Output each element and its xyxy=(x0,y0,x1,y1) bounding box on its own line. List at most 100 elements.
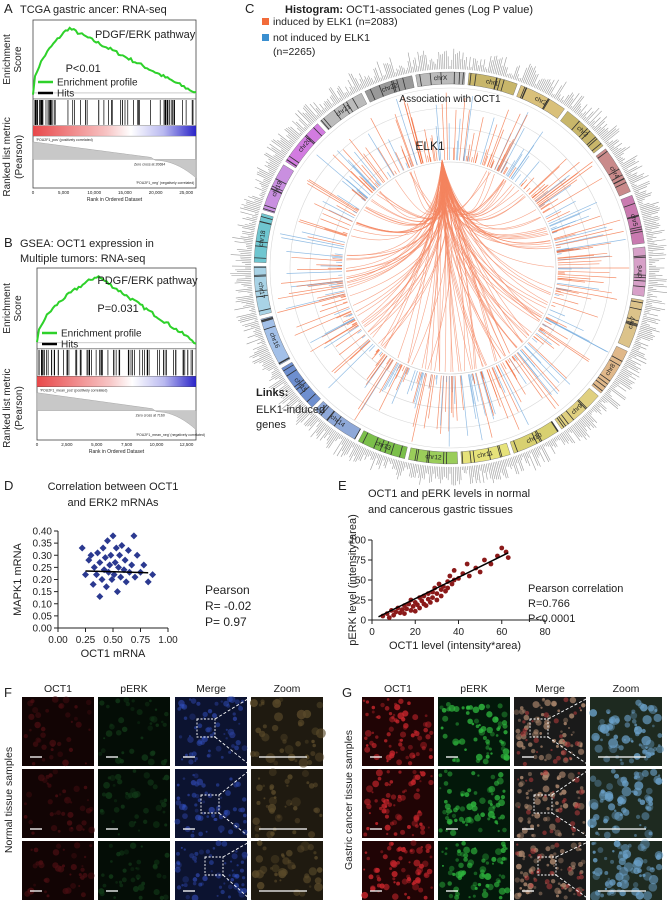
micrograph-texture xyxy=(271,724,279,732)
chromosome-stripe xyxy=(469,450,472,463)
chromosome-band xyxy=(415,71,466,88)
histogram-spike xyxy=(479,371,495,420)
micrograph-texture xyxy=(132,769,137,773)
micrograph-texture xyxy=(458,862,464,869)
micrograph-texture xyxy=(234,699,240,705)
micrograph-texture xyxy=(207,753,212,758)
micrograph-texture xyxy=(399,731,407,738)
micrograph-texture xyxy=(461,841,466,846)
chromosome-label: chr7 xyxy=(627,315,637,329)
micrograph-texture xyxy=(398,742,403,747)
gene-label-texture xyxy=(366,77,371,86)
gene-label-texture xyxy=(572,96,585,112)
gene-label-texture xyxy=(613,380,620,385)
histogram-spike xyxy=(545,317,590,342)
micrograph-texture xyxy=(423,727,429,733)
micrograph-texture xyxy=(368,874,374,880)
histogram-spike xyxy=(319,302,348,312)
zoom-guide xyxy=(555,840,591,858)
micrograph-texture xyxy=(80,892,86,898)
micrograph-texture xyxy=(314,752,325,762)
micrograph-texture xyxy=(214,701,219,706)
micrograph-texture xyxy=(123,849,129,855)
histogram-spike xyxy=(556,248,579,253)
gene-label-texture xyxy=(353,86,357,93)
histogram-spike xyxy=(527,342,571,385)
micrograph-texture xyxy=(84,762,87,765)
gene-label-texture xyxy=(565,94,574,107)
chromosome-stripe xyxy=(426,450,429,463)
micrograph-texture xyxy=(66,737,72,743)
micrograph-texture xyxy=(310,751,316,757)
micrograph-texture xyxy=(117,833,120,836)
histogram-spike xyxy=(435,148,438,161)
gene-label-texture xyxy=(316,424,328,439)
micrograph-texture xyxy=(442,715,449,722)
micrograph-texture xyxy=(446,788,452,794)
micrograph-texture xyxy=(312,743,316,748)
gene-label-texture xyxy=(344,92,348,98)
gene-label-texture xyxy=(608,387,626,401)
gene-label-texture xyxy=(254,200,262,204)
micrograph-texture xyxy=(176,851,180,856)
micrograph-texture xyxy=(595,831,599,835)
micrograph-texture xyxy=(614,773,620,779)
micrograph-texture xyxy=(635,699,642,706)
gene-label-texture xyxy=(629,353,637,358)
micrograph-texture xyxy=(212,847,216,850)
micrograph-texture xyxy=(479,797,486,804)
gene-label-texture xyxy=(572,424,583,438)
micrograph-texture xyxy=(113,799,118,803)
gene-label-texture xyxy=(541,79,549,92)
micrograph-texture xyxy=(489,803,493,807)
gene-label-texture xyxy=(341,439,350,452)
point xyxy=(434,597,440,603)
histogram-spike xyxy=(481,371,496,415)
gene-label-texture xyxy=(487,463,492,479)
gene-label-texture xyxy=(599,398,606,404)
micrograph-texture xyxy=(608,738,619,749)
micrograph-texture xyxy=(632,882,639,888)
micrograph-texture xyxy=(99,700,105,706)
histogram-spike xyxy=(370,355,388,379)
gene-label-texture xyxy=(639,202,650,207)
gene-label-texture xyxy=(589,409,593,413)
gene-label-texture xyxy=(295,113,310,128)
chromosome-stripe xyxy=(627,215,640,220)
chromosome-stripe xyxy=(320,120,330,130)
point xyxy=(466,573,472,579)
micrograph-texture xyxy=(455,871,463,879)
gene-label-texture xyxy=(251,221,257,224)
micrograph-texture xyxy=(486,711,493,718)
micrograph-texture xyxy=(589,775,597,782)
micrograph-texture xyxy=(574,810,580,816)
micrograph-texture xyxy=(55,843,62,849)
gene-label-texture xyxy=(252,353,271,363)
gene-label-texture xyxy=(543,79,551,93)
micrograph-texture xyxy=(44,890,47,894)
micrograph-texture xyxy=(191,894,199,900)
gene-label-texture xyxy=(242,320,259,326)
histogram-spike xyxy=(552,231,558,234)
gene-label-texture xyxy=(298,119,309,129)
gene-label-texture xyxy=(552,438,558,447)
histogram-spike xyxy=(395,119,414,167)
legend-label: Enrichment profile xyxy=(61,329,142,340)
gene-label-texture xyxy=(627,358,642,366)
micrograph-texture xyxy=(544,879,550,885)
gene-label-texture xyxy=(638,332,654,339)
micrograph-texture xyxy=(460,851,465,857)
chromosome-stripe xyxy=(611,355,623,362)
gene-label-texture xyxy=(261,342,266,345)
chromosome-stripe xyxy=(352,97,359,109)
gene-label-texture xyxy=(630,183,635,186)
micrograph-texture xyxy=(559,734,563,739)
micrograph-texture xyxy=(419,780,422,783)
histogram-spike xyxy=(490,160,495,169)
gene-label-texture xyxy=(609,146,615,150)
micrograph-texture xyxy=(26,791,33,798)
gene-label-texture xyxy=(280,137,293,148)
link xyxy=(349,159,447,297)
zoom-box xyxy=(196,718,216,738)
histogram-spike xyxy=(472,117,484,163)
